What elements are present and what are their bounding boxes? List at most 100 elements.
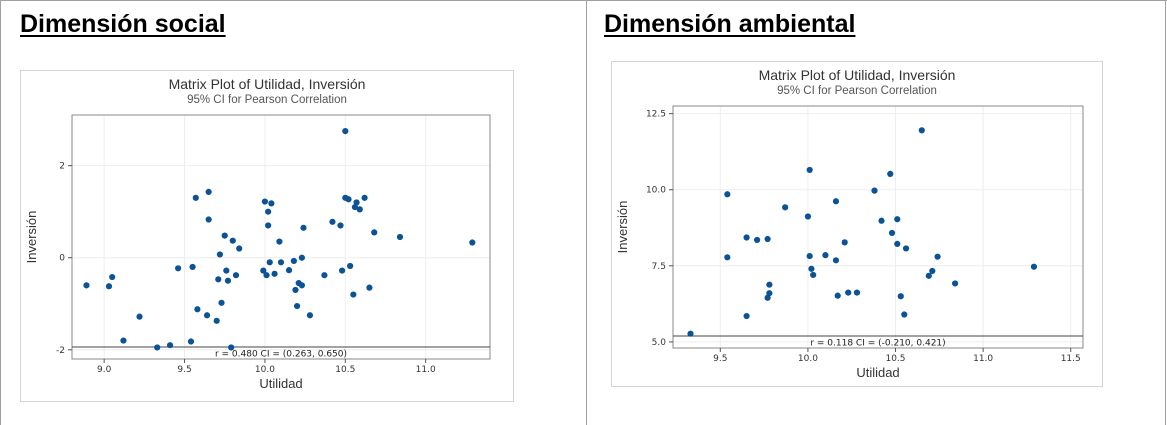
data-point: [293, 302, 301, 310]
data-point: [361, 194, 368, 201]
data-point: [175, 265, 182, 272]
data-point: [203, 312, 211, 319]
chart-subtitle: 95% CI for Pearson Correlation: [187, 94, 347, 106]
chart-title: Matrix Plot of Utilidad, Inversión: [169, 76, 366, 92]
data-point: [832, 257, 840, 264]
data-point: [834, 292, 841, 299]
data-point: [136, 313, 143, 320]
data-point: [887, 170, 894, 177]
data-point: [345, 196, 352, 203]
x-tick-label: 10.0: [798, 354, 818, 364]
data-point: [154, 344, 161, 351]
data-point: [951, 280, 959, 287]
data-point: [353, 199, 360, 206]
y-tick-label: 5.0: [652, 338, 667, 348]
data-point: [105, 283, 113, 290]
data-point: [766, 290, 773, 297]
data-point: [810, 271, 817, 279]
y-axis-label: Inversión: [615, 201, 630, 254]
data-point: [342, 128, 349, 135]
x-tick-label: 11.0: [973, 354, 993, 364]
data-point: [871, 187, 878, 194]
data-point: [265, 208, 272, 215]
chart-subtitle: 95% CI for Pearson Correlation: [777, 85, 937, 97]
data-point: [338, 267, 346, 274]
data-point: [350, 291, 357, 298]
y-tick-label: 0: [59, 254, 65, 264]
heading-social-dimension: Dimensión social: [20, 10, 226, 38]
data-point: [266, 259, 273, 266]
data-point: [216, 251, 224, 258]
data-point: [261, 198, 269, 205]
data-point: [808, 265, 815, 272]
frame-left-border: [0, 0, 1, 425]
data-point: [83, 282, 90, 289]
x-tick-label: 10.5: [335, 365, 355, 375]
data-point: [221, 232, 228, 239]
data-point: [329, 218, 336, 225]
frame-divider: [586, 0, 587, 425]
data-point: [845, 289, 852, 296]
data-point: [934, 253, 941, 260]
data-point: [277, 259, 285, 266]
data-point: [894, 216, 901, 223]
data-point: [902, 245, 910, 252]
data-point: [724, 191, 731, 198]
data-point: [300, 224, 307, 231]
plot-area-frame: [71, 114, 491, 360]
frame-top-border: [0, 0, 1167, 1]
data-point: [298, 254, 305, 261]
chart-border: [611, 61, 1103, 387]
data-point: [290, 257, 297, 265]
data-point: [929, 267, 936, 275]
data-point: [806, 166, 813, 174]
data-point: [743, 234, 750, 241]
data-point: [306, 312, 314, 319]
data-point: [166, 342, 174, 349]
data-point: [229, 237, 236, 244]
data-point: [822, 252, 829, 259]
x-tick-label: 10.0: [255, 365, 275, 375]
data-point: [298, 282, 305, 289]
data-point: [754, 236, 761, 244]
data-point: [192, 194, 199, 201]
correlation-annotation: r = 0.480 CI = (0.263, 0.650): [215, 350, 347, 360]
data-point: [766, 281, 773, 288]
data-point: [371, 229, 378, 236]
data-point: [228, 344, 235, 351]
data-point: [268, 200, 275, 207]
y-tick-label: 10.0: [646, 186, 666, 196]
data-point: [469, 239, 476, 246]
data-point: [782, 204, 789, 211]
data-point: [292, 286, 299, 294]
x-tick-label: 10.5: [885, 354, 905, 364]
data-point: [764, 235, 771, 243]
data-point: [271, 270, 278, 277]
x-tick-label: 9.0: [97, 365, 112, 375]
chart-border: [20, 70, 514, 402]
chart-title: Matrix Plot of Utilidad, Inversión: [759, 67, 956, 83]
y-axis-label: Inversión: [24, 211, 39, 264]
scatter-chart-social: Matrix Plot of Utilidad, Inversión 95% CI…: [20, 70, 514, 402]
data-point: [832, 198, 840, 205]
data-point: [894, 240, 901, 247]
data-point: [897, 293, 904, 300]
y-tick-label: 12.5: [646, 110, 666, 120]
heading-environmental-dimension: Dimensión ambiental: [604, 10, 856, 38]
data-point: [285, 267, 293, 274]
data-point: [205, 216, 212, 223]
data-point: [1030, 263, 1038, 270]
x-axis-label: Utilidad: [856, 365, 899, 380]
x-tick-label: 11.5: [1061, 354, 1081, 364]
y-tick-label: -2: [56, 346, 65, 356]
data-point: [205, 188, 212, 195]
data-point: [687, 330, 694, 337]
data-point: [806, 252, 813, 260]
data-point: [925, 272, 932, 279]
plot-area-frame: [672, 105, 1084, 349]
data-point: [213, 317, 220, 324]
data-point: [356, 206, 363, 213]
data-point: [223, 267, 230, 274]
data-point: [236, 245, 243, 252]
data-point: [878, 217, 885, 224]
